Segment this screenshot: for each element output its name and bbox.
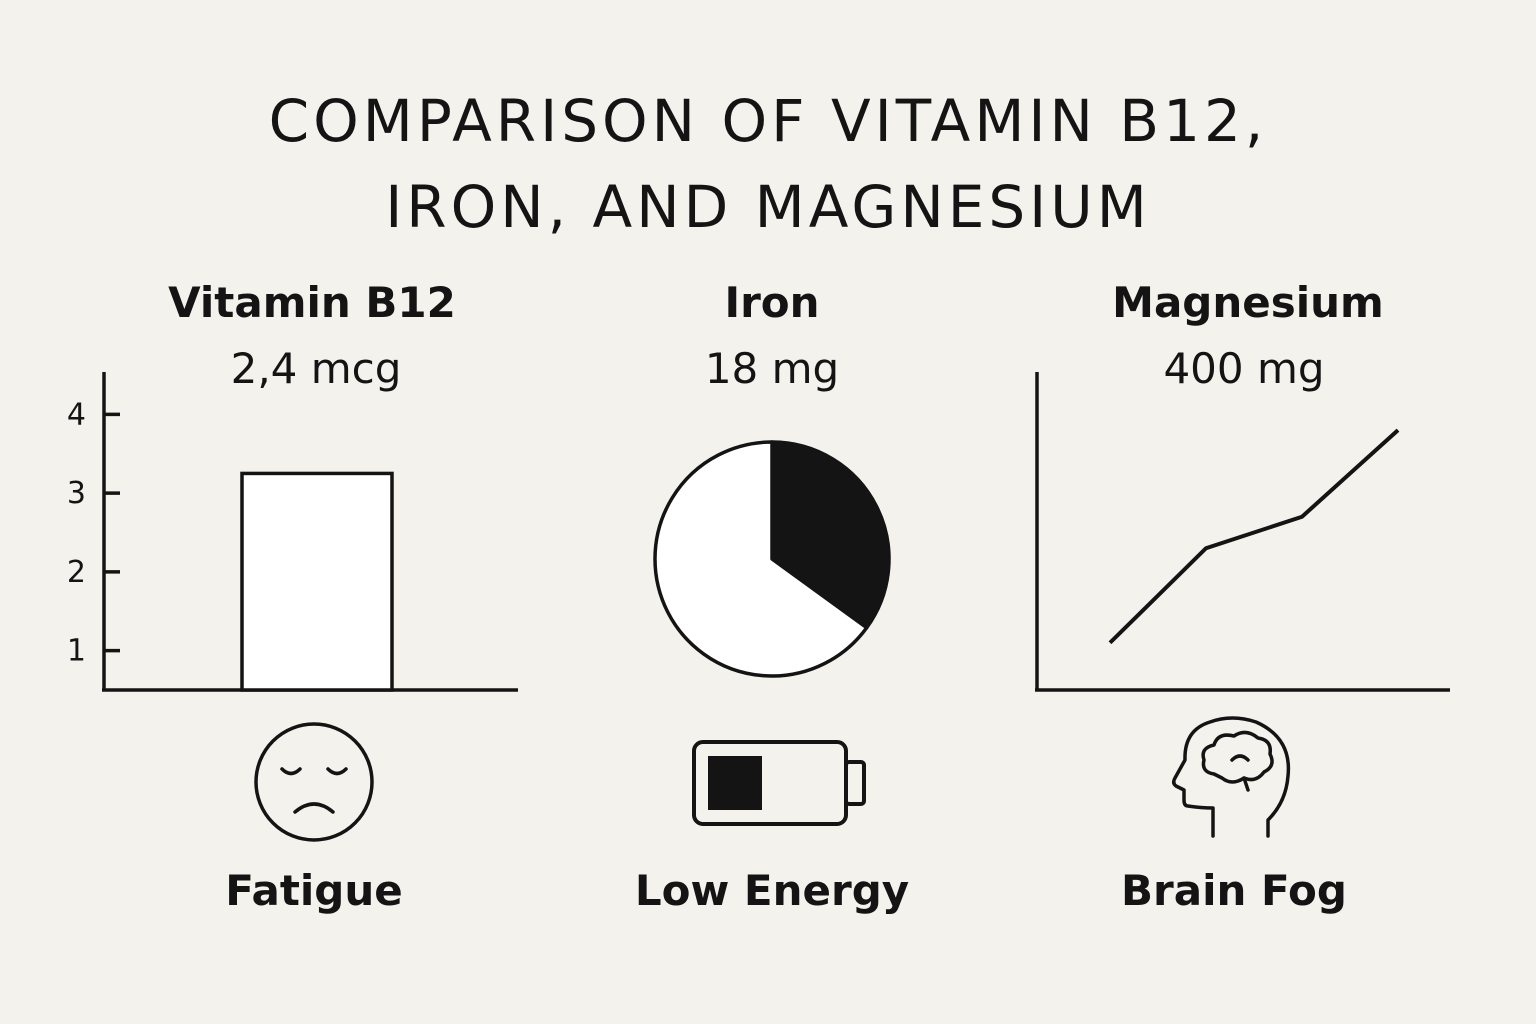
panel-title-vitamin-b12: Vitamin B12 <box>168 278 456 327</box>
panel-amount-iron: 18 mg <box>704 344 840 393</box>
bar-y-tick-label: 4 <box>67 397 86 432</box>
bar-y-tick-label: 3 <box>67 476 86 511</box>
head-brain-icon <box>1171 716 1291 838</box>
bar-chart-vitamin-b12: 1 2 3 4 <box>67 372 518 692</box>
panel-amount-magnesium: 400 mg <box>1163 344 1325 393</box>
sad-face-icon <box>254 722 374 842</box>
pie-chart-iron <box>653 440 891 678</box>
panel-title-magnesium: Magnesium <box>1112 278 1384 327</box>
panel-title-iron: Iron <box>724 278 820 327</box>
bar-y-tick-label: 1 <box>67 634 86 669</box>
pie-slice <box>770 440 891 630</box>
bar-y-tick-label: 2 <box>67 555 86 590</box>
symptom-label-brain-fog: Brain Fog <box>1121 866 1347 915</box>
panel-amount-vitamin-b12: 2,4 mcg <box>230 344 402 393</box>
chart-title: COMPARISON OF VITAMIN B12, IRON, AND MAG… <box>0 78 1536 250</box>
symptom-label-fatigue: Fatigue <box>225 866 403 915</box>
line-chart-magnesium <box>1035 372 1450 692</box>
title-line-1: COMPARISON OF VITAMIN B12, <box>268 87 1268 155</box>
title-line-2: IRON, AND MAGNESIUM <box>385 173 1151 241</box>
bar <box>240 471 394 692</box>
pie-slice <box>653 440 869 678</box>
line-series <box>1108 428 1400 645</box>
symptom-label-low-energy: Low Energy <box>634 866 910 915</box>
low-battery-icon <box>692 740 866 826</box>
